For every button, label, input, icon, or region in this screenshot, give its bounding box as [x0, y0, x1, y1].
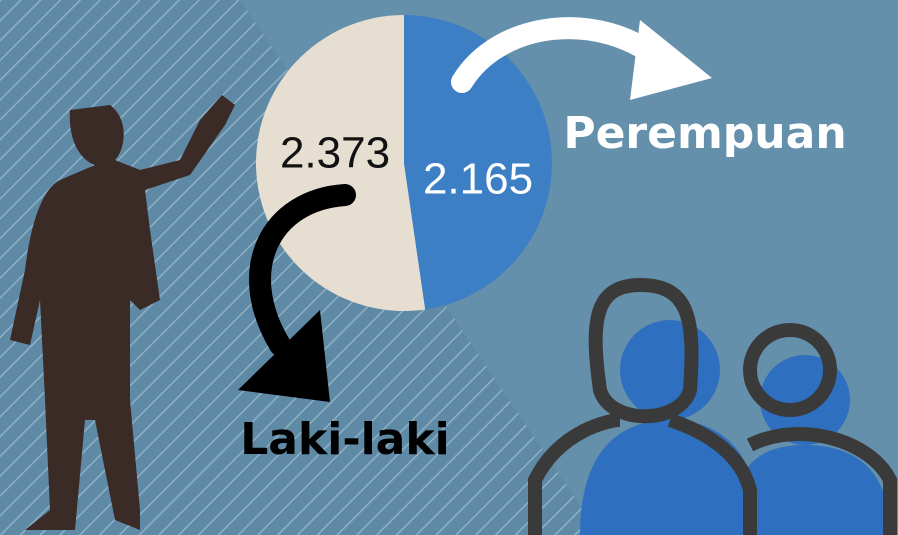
- arrow-down: [249, 184, 356, 356]
- value-label: 2.165: [423, 155, 533, 204]
- arrow-head: [238, 310, 330, 402]
- pie: [256, 14, 553, 311]
- arrow-right: [451, 17, 671, 93]
- value-label: 2.373: [280, 129, 390, 178]
- category-label: Laki-laki: [240, 414, 449, 465]
- pie-slice: [404, 15, 553, 310]
- category-label: Perempuan: [563, 108, 846, 159]
- arrow-head: [630, 20, 712, 100]
- people-icon: [528, 277, 897, 535]
- man-silhouette: [10, 95, 235, 530]
- pie-slice: [256, 14, 426, 311]
